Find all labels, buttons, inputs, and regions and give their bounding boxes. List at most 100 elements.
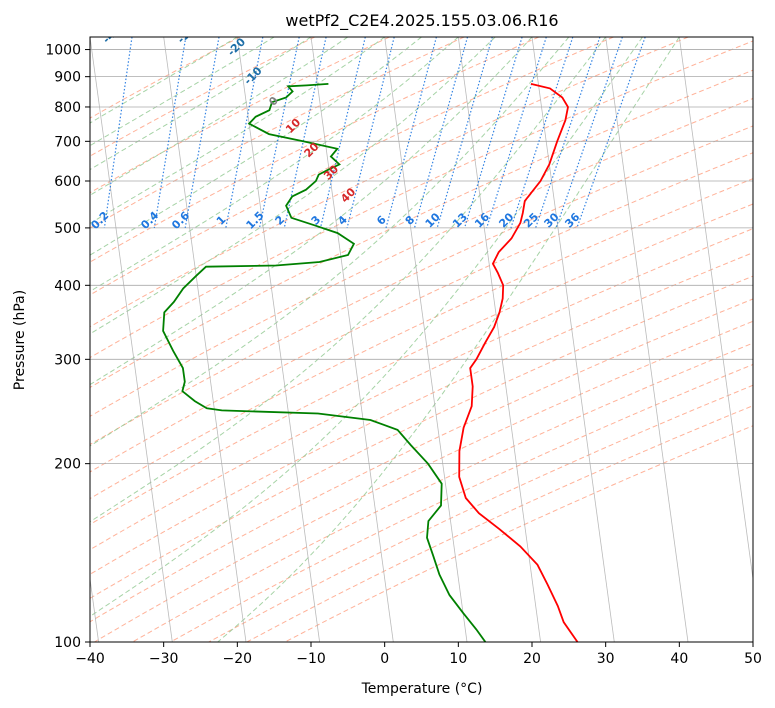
- profile-line: [458, 83, 579, 642]
- dry-adiabat-line: [90, 37, 390, 194]
- plot-labels: 0.10.20.40.611.52346810131620253036-100-…: [88, 23, 583, 232]
- dry-adiabat-line: [246, 405, 753, 642]
- mixing-ratio-line: [184, 37, 220, 229]
- dry-adiabat-line: [90, 275, 753, 599]
- axes: −40 −30 −20 −10 0 10 20 30 40 5010020030040050060…: [45, 43, 762, 667]
- isotherm-line: [605, 37, 689, 642]
- dry-adiabat-line: [90, 37, 465, 229]
- x-tick-label: −20: [223, 651, 253, 667]
- dry-adiabat-line: [90, 178, 753, 500]
- isotherm-line: [90, 37, 173, 642]
- y-tick-label: 600: [54, 174, 81, 190]
- moist-adiabat-line: [90, 37, 496, 335]
- dry-adiabat-line: [90, 37, 315, 157]
- dry-adiabat-label: -30: [175, 23, 198, 46]
- chart-title: wetPf2_C2E4.2025.155.03.06.R16: [285, 11, 558, 31]
- moist-adiabat-line: [90, 37, 349, 196]
- dry-adiabat-line: [90, 37, 540, 263]
- y-tick-label: 300: [54, 352, 81, 368]
- mixing-ratio-label: 6: [374, 213, 389, 228]
- moist-adiabat-line: [90, 37, 570, 447]
- isotherm-line: [752, 37, 753, 40]
- plot-frame: [89, 36, 754, 643]
- x-tick-label: −10: [296, 651, 326, 667]
- x-tick-label: 10: [449, 651, 467, 667]
- moist-adiabat-line: [90, 37, 238, 124]
- mixing-ratio-line: [346, 37, 395, 229]
- y-axis-label: Pressure (hPa): [12, 290, 28, 390]
- isotherm-line: [236, 37, 320, 642]
- dry-adiabat-line: [90, 125, 753, 446]
- mixing-ratio-line: [103, 37, 133, 228]
- mixing-ratio-line: [258, 37, 300, 229]
- x-tick-label: 0: [380, 651, 389, 667]
- moist-adiabat-line: [90, 37, 312, 171]
- y-tick-label: 100: [54, 635, 81, 651]
- mixing-ratio-label: 20: [496, 210, 516, 230]
- dry-adiabat-label: 0: [266, 94, 281, 109]
- moist-adiabat-line: [90, 37, 533, 386]
- mixing-ratio-line: [225, 37, 264, 229]
- mixing-ratio-label: 0.4: [138, 209, 161, 232]
- mixing-ratio-line: [486, 37, 547, 229]
- dry-adiabat-label: 10: [283, 116, 303, 136]
- dry-adiabat-line: [132, 342, 753, 642]
- moist-adiabat-line: [90, 37, 275, 147]
- isotherm-line: [90, 575, 99, 642]
- dry-adiabat-label: 40: [338, 185, 358, 205]
- mixing-ratio-label: 10: [423, 210, 443, 230]
- x-axis-label: Temperature (°C): [361, 681, 483, 697]
- x-tick-label: −30: [149, 651, 179, 667]
- dry-adiabat-line: [90, 40, 753, 359]
- mixing-ratio-label: 16: [472, 210, 492, 230]
- y-tick-label: 500: [54, 221, 81, 237]
- y-tick-label: 400: [54, 278, 81, 294]
- moist-adiabat-line: [90, 37, 643, 618]
- x-tick-label: 40: [670, 651, 688, 667]
- isotherm-line: [310, 37, 394, 642]
- dry-adiabat-line: [90, 203, 753, 526]
- y-tick-label: 800: [54, 100, 81, 116]
- mixing-ratio-label: 1: [214, 213, 229, 228]
- moist-adiabat-line: [90, 37, 422, 256]
- mixing-ratio-line: [413, 37, 469, 229]
- mixing-ratio-label: 0.2: [88, 209, 111, 232]
- moist-adiabat-line: [90, 37, 459, 293]
- y-tick-label: 200: [54, 457, 81, 473]
- dry-adiabat-line: [284, 425, 753, 642]
- isotherm-line: [384, 37, 468, 642]
- isotherm-line: [678, 37, 753, 582]
- isotherm-line: [531, 37, 615, 642]
- dry-adiabat-line: [90, 37, 689, 328]
- moist-adiabat-line: [217, 37, 680, 642]
- y-tick-label: 1000: [45, 43, 81, 59]
- x-tick-label: 50: [744, 651, 762, 667]
- dry-adiabat-line: [208, 384, 753, 642]
- isotherm-line: [457, 37, 541, 642]
- moist-adiabat-line: [90, 37, 385, 225]
- dry-adiabat-line: [90, 298, 753, 623]
- dry-adiabat-label: -40: [100, 23, 123, 46]
- mixing-ratio-line: [58, 37, 82, 228]
- dry-adiabat-line: [170, 363, 753, 642]
- mixing-ratio-line: [576, 37, 646, 229]
- mixing-ratio-label: 30: [542, 210, 562, 230]
- mixing-ratio-line: [283, 37, 327, 229]
- mixing-ratio-label: 25: [521, 210, 541, 230]
- profile-line: [162, 83, 487, 642]
- dry-adiabat-line: [90, 37, 614, 296]
- mixing-ratio-label: 0.6: [169, 209, 192, 232]
- x-tick-label: 20: [523, 651, 541, 667]
- mixing-ratio-line: [436, 37, 493, 229]
- dry-adiabat-line: [90, 152, 753, 473]
- x-tick-label: −40: [75, 651, 105, 667]
- mixing-ratio-line: [319, 37, 366, 229]
- dry-adiabat-line: [94, 320, 753, 642]
- mixing-ratio-line: [385, 37, 437, 229]
- x-tick-label: 30: [597, 651, 615, 667]
- mixing-ratio-line: [153, 37, 187, 228]
- dry-adiabat-line: [90, 37, 241, 119]
- isotherm-line: [163, 37, 247, 642]
- mixing-ratio-line: [510, 37, 574, 229]
